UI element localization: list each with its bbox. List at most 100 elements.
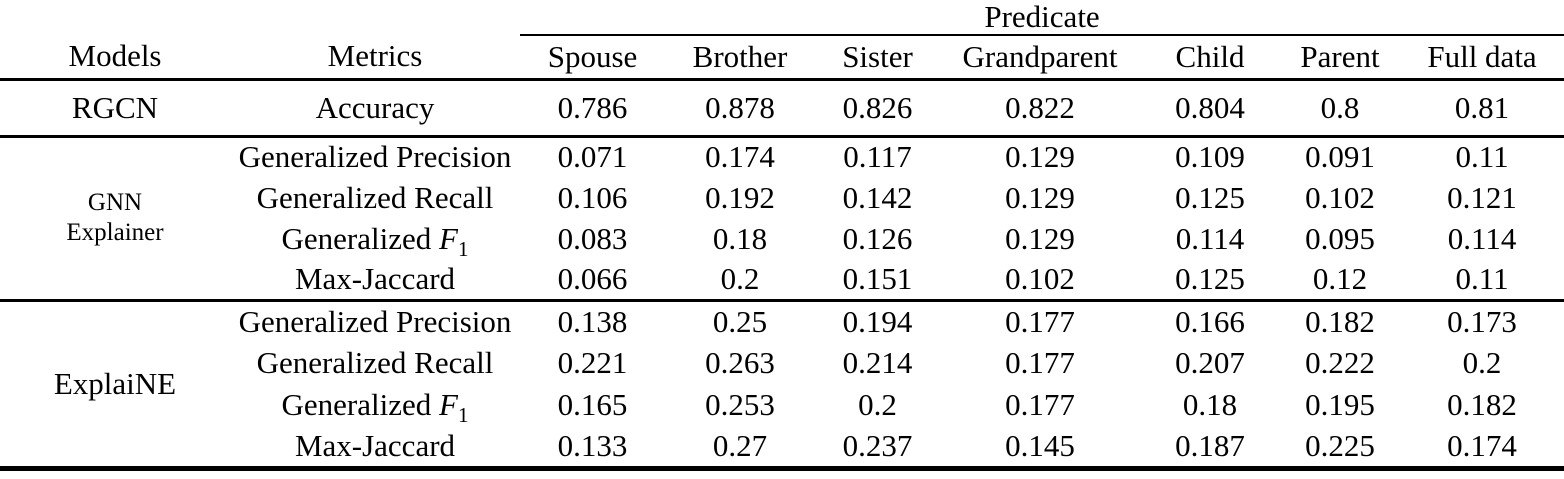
value-cell: 0.214 <box>842 345 913 381</box>
value-cell: 0.133 <box>520 426 665 471</box>
value-cell: 0.222 <box>1305 345 1375 381</box>
value-cell: 0.106 <box>557 179 628 215</box>
value-cell: 0.173 <box>1447 303 1517 339</box>
value-cell: 0.166 <box>1175 303 1245 339</box>
value-cell: 0.129 <box>1005 179 1075 215</box>
value-cell: 0.822 <box>940 79 1140 138</box>
value-cell: 0.125 <box>1175 179 1245 215</box>
value-cell: 0.165 <box>557 387 628 423</box>
value-cell: 0.786 <box>520 79 665 138</box>
table-row: Generalized Recall 0.106 0.192 0.142 0.129 0.… <box>0 177 1564 218</box>
metric-cell: Generalized Precision <box>238 303 512 339</box>
column-header-row: Models Metrics Spouse Brother Sister Gra… <box>0 35 1564 81</box>
value-cell: 0.102 <box>940 259 1140 302</box>
value-cell: 0.151 <box>815 259 940 302</box>
value-cell: 0.878 <box>665 79 815 138</box>
metric-cell: Generalized Recall <box>256 179 494 215</box>
value-cell: 0.187 <box>1140 426 1280 471</box>
value-cell: 0.263 <box>705 345 775 381</box>
value-cell: 0.2 <box>1462 345 1502 381</box>
column-header-full-data: Full data <box>1400 35 1564 81</box>
table-row: GNN Explainer Generalized Precision 0.071 0.… <box>0 136 1564 302</box>
value-cell: 0.102 <box>1305 179 1375 215</box>
value-cell: 0.138 <box>557 303 628 339</box>
table-row: Generalized F1 0.083 0.18 0.126 0.129 0.114 0.… <box>0 218 1564 259</box>
value-cell: 0.177 <box>1005 345 1075 381</box>
column-header-sister: Sister <box>815 35 940 81</box>
model-cell: RGCN <box>0 79 230 138</box>
column-header-metrics: Metrics <box>230 35 520 81</box>
predicate-header-row: Predicate <box>0 0 1564 37</box>
table-row: ExplaiNE Generalized Precision 0.138 0.25 0.… <box>0 300 1564 471</box>
column-header-spouse: Spouse <box>520 35 665 81</box>
value-cell: 0.11 <box>1400 259 1564 302</box>
value-cell: 0.11 <box>1455 139 1509 175</box>
metric-cell: Generalized F1 <box>281 220 469 261</box>
value-cell: 0.066 <box>520 259 665 302</box>
value-cell: 0.192 <box>705 179 775 215</box>
value-cell: 0.125 <box>1140 259 1280 302</box>
value-cell: 0.18 <box>1182 387 1238 423</box>
value-cell: 0.126 <box>842 220 913 256</box>
value-cell: 0.095 <box>1305 220 1375 256</box>
value-cell: 0.221 <box>557 345 628 381</box>
value-cell: 0.091 <box>1305 139 1375 175</box>
table-row: RGCN Accuracy 0.786 0.878 0.826 0.822 0.804 0.8… <box>0 79 1564 138</box>
value-cell: 0.109 <box>1175 139 1245 175</box>
metric-cell: Max-Jaccard <box>230 259 520 302</box>
column-header-brother: Brother <box>665 35 815 81</box>
metric-cell: Generalized Precision <box>238 139 512 175</box>
value-cell: 0.804 <box>1140 79 1280 138</box>
column-header-parent: Parent <box>1280 35 1400 81</box>
column-header-child: Child <box>1140 35 1280 81</box>
value-cell: 0.129 <box>1005 139 1075 175</box>
value-cell: 0.142 <box>842 179 913 215</box>
value-cell: 0.177 <box>1005 303 1075 339</box>
table-row: Max-Jaccard 0.066 0.2 0.151 0.102 0.125 0.12 0.… <box>0 259 1564 302</box>
value-cell: 0.129 <box>1005 220 1075 256</box>
value-cell: 0.182 <box>1447 387 1517 423</box>
value-cell: 0.2 <box>858 387 897 423</box>
metric-cell: Generalized Recall <box>256 345 494 381</box>
value-cell: 0.253 <box>705 387 775 423</box>
value-cell: 0.145 <box>940 426 1140 471</box>
value-cell: 0.117 <box>843 139 912 175</box>
results-table-body: RGCN Accuracy 0.786 0.878 0.826 0.822 0.804 0.8… <box>0 79 1564 471</box>
metric-cell: Max-Jaccard <box>230 426 520 471</box>
header-spacer <box>0 0 520 35</box>
model-cell: GNN Explainer <box>0 136 230 302</box>
value-cell: 0.225 <box>1280 426 1400 471</box>
value-cell: 0.083 <box>557 220 628 256</box>
value-cell: 0.237 <box>815 426 940 471</box>
value-cell: 0.207 <box>1175 345 1245 381</box>
value-cell: 0.071 <box>557 139 628 175</box>
value-cell: 0.18 <box>712 220 768 256</box>
value-cell: 0.174 <box>705 139 775 175</box>
value-cell: 0.114 <box>1175 220 1245 256</box>
value-cell: 0.195 <box>1305 387 1375 423</box>
value-cell: 0.194 <box>842 303 913 339</box>
table-row: Generalized F1 0.165 0.253 0.2 0.177 0.18 0.19… <box>0 384 1564 426</box>
metric-cell: Accuracy <box>230 79 520 138</box>
column-header-models: Models <box>0 35 230 81</box>
value-cell: 0.177 <box>1005 387 1075 423</box>
value-cell: 0.182 <box>1305 303 1375 339</box>
model-cell: ExplaiNE <box>0 300 230 471</box>
value-cell: 0.27 <box>665 426 815 471</box>
value-cell: 0.114 <box>1447 220 1517 256</box>
table-row: Max-Jaccard 0.133 0.27 0.237 0.145 0.187 0.225… <box>0 426 1564 471</box>
value-cell: 0.81 <box>1400 79 1564 138</box>
value-cell: 0.8 <box>1280 79 1400 138</box>
value-cell: 0.2 <box>665 259 815 302</box>
value-cell: 0.121 <box>1447 179 1517 215</box>
column-header-grandparent: Grandparent <box>940 35 1140 81</box>
predicate-group-header: Predicate <box>520 0 1564 37</box>
value-cell: 0.25 <box>712 303 768 339</box>
metric-cell: Generalized F1 <box>281 387 469 428</box>
value-cell: 0.826 <box>815 79 940 138</box>
table-row: Generalized Recall 0.221 0.263 0.214 0.177 0.… <box>0 342 1564 384</box>
value-cell: 0.12 <box>1280 259 1400 302</box>
value-cell: 0.174 <box>1400 426 1564 471</box>
